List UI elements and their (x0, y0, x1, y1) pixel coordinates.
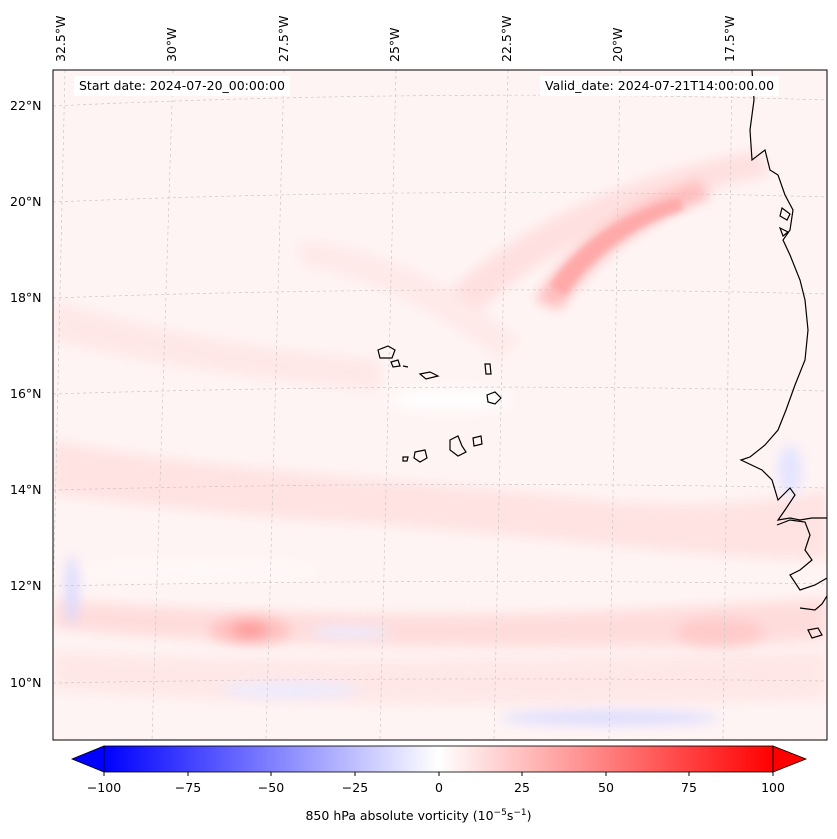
cabo-verde-islands (377, 345, 502, 463)
colorbar-tick-label: 0 (435, 780, 443, 795)
colorbar-tick-label: −50 (257, 780, 285, 795)
lat-label-22n: 22°N (10, 98, 42, 113)
colorbar-tick-label: 75 (681, 780, 697, 795)
colorbar-tick-label: −75 (174, 780, 202, 795)
colorbar-title-exp2: −1 (513, 808, 527, 818)
valid-date-label: Valid_date: 2024-07-21T14:00:00.00 (540, 76, 780, 96)
colorbar-title-text: 850 hPa absolute vorticity (10 (305, 808, 494, 824)
colorbar-title-exp1: −5 (493, 808, 507, 818)
colorbar (70, 745, 808, 776)
colorbar-tick-label: −100 (86, 780, 122, 795)
lon-label-30w: 30°W (164, 27, 179, 62)
colorbar-tick-label: −25 (341, 780, 369, 795)
colorbar-tick-label: 25 (514, 780, 530, 795)
map-frame (52, 69, 828, 741)
colorbar-extend-max (772, 745, 808, 773)
colorbar-gradient (103, 745, 774, 773)
lat-label-18n: 18°N (10, 290, 42, 305)
colorbar-tick-label: 100 (761, 780, 785, 795)
lon-label-22-5w: 22.5°W (499, 15, 514, 62)
colorbar-extend-min (70, 745, 105, 773)
lon-label-27-5w: 27.5°W (276, 15, 291, 62)
lon-label-25w: 25°W (387, 27, 402, 62)
lat-label-10n: 10°N (10, 675, 42, 690)
start-date-label: Start date: 2024-07-20_00:00:00 (74, 76, 290, 96)
vorticity-field (53, 70, 827, 740)
lat-label-16n: 16°N (10, 386, 42, 401)
coastline (739, 70, 827, 639)
lat-label-14n: 14°N (10, 482, 42, 497)
lat-label-12n: 12°N (10, 578, 42, 593)
lon-label-20w: 20°W (610, 27, 625, 62)
lat-label-20n: 20°N (10, 194, 42, 209)
colorbar-title: 850 hPa absolute vorticity (10−5s−1) (0, 808, 837, 823)
colorbar-title-end: ) (526, 808, 532, 824)
colorbar-tick-label: 50 (598, 780, 614, 795)
lon-label-32-5w: 32.5°W (53, 15, 68, 62)
graticule (53, 70, 827, 740)
colorbar-title-unit: s (506, 808, 514, 824)
lon-label-17-5w: 17.5°W (722, 15, 737, 62)
